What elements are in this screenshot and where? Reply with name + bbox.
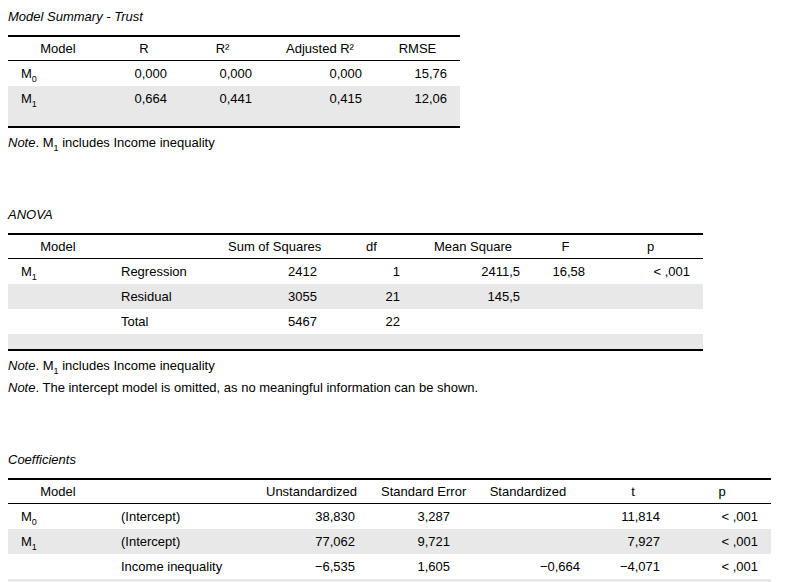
table-cell: 11,814 [593, 504, 673, 530]
table-cell: 9,721 [368, 529, 463, 554]
table-row: Residual305521145,5 [8, 284, 703, 309]
table-cell: (Intercept) [108, 529, 253, 554]
column-header: R [108, 36, 180, 61]
column-header: Model [8, 36, 108, 61]
table-cell: 145,5 [413, 284, 533, 309]
table-cell: 7,927 [593, 529, 673, 554]
column-header: Unstandardized [253, 479, 368, 504]
table-cell: 0,441 [180, 86, 265, 111]
column-header: df [330, 234, 413, 259]
table-cell: 0,664 [108, 86, 180, 111]
coefficients-table: Model UnstandardizedStandard ErrorStandar… [8, 478, 771, 582]
column-header: Standard Error [368, 479, 463, 504]
table-cell: < ,001 [673, 504, 771, 530]
column-header: p [673, 479, 771, 504]
table-cell: 12,06 [375, 86, 460, 111]
table-cell [598, 309, 703, 334]
anova-section: ANOVA Model Sum of SquaresdfMean SquareFp… [8, 207, 787, 395]
model-summary-title: Model Summary - Trust [8, 9, 787, 24]
header-row: Model UnstandardizedStandard ErrorStandar… [8, 479, 771, 504]
table-cell [413, 309, 533, 334]
column-header: RMSE [375, 36, 460, 61]
table-cell: 21 [330, 284, 413, 309]
table-cell: 0,000 [265, 61, 375, 87]
table-cell: 0,415 [265, 86, 375, 111]
table-cell: 16,58 [533, 259, 598, 285]
table-cell: < ,001 [673, 529, 771, 554]
table-cell: 2411,5 [413, 259, 533, 285]
table-cell: 38,830 [253, 504, 368, 530]
table-cell: −0,664 [463, 554, 593, 579]
table-row: M1Regression241212411,516,58< ,001 [8, 259, 703, 285]
column-header: Model [8, 234, 108, 259]
table-row: M00,0000,0000,00015,76 [8, 61, 460, 87]
anova-notes: Note. M1 includes Income inequality Note.… [8, 358, 787, 395]
model-label-cell: M0 [8, 504, 108, 530]
table-footer-strip [8, 334, 703, 350]
table-cell: 22 [330, 309, 413, 334]
table-note: Note. M1 includes Income inequality [8, 135, 787, 150]
table-row: M10,6640,4410,41512,06 [8, 86, 460, 111]
model-label-cell [8, 309, 108, 334]
table-cell: Income inequality [108, 554, 253, 579]
model-label-cell: M1 [8, 86, 108, 111]
table-row: M1(Intercept)77,0629,721 7,927< ,001 [8, 529, 771, 554]
table-cell: 15,76 [375, 61, 460, 87]
model-label-cell [8, 554, 108, 579]
model-label-cell: M1 [8, 259, 108, 285]
column-header: Standardized [463, 479, 593, 504]
table-cell: (Intercept) [108, 504, 253, 530]
column-header: Model [8, 479, 108, 504]
table-footer-strip [8, 111, 460, 127]
table-cell [463, 529, 593, 554]
table-cell: 5467 [215, 309, 330, 334]
column-header: t [593, 479, 673, 504]
table-cell [533, 309, 598, 334]
statistics-output-page: Model Summary - Trust ModelRR²Adjusted R… [0, 0, 787, 582]
column-header: Mean Square [413, 234, 533, 259]
column-header: Adjusted R² [265, 36, 375, 61]
table-note: Note. The intercept model is omitted, as… [8, 380, 787, 395]
table-note: Note. M1 includes Income inequality [8, 358, 787, 373]
table-cell: −6,535 [253, 554, 368, 579]
column-header: F [533, 234, 598, 259]
table-cell: −4,071 [593, 554, 673, 579]
column-header: R² [180, 36, 265, 61]
table-cell: < ,001 [673, 554, 771, 579]
model-label-cell: M0 [8, 61, 108, 87]
model-summary-section: Model Summary - Trust ModelRR²Adjusted R… [8, 9, 787, 150]
table-cell: 3,287 [368, 504, 463, 530]
table-cell: 3055 [215, 284, 330, 309]
table-cell: Total [108, 309, 215, 334]
anova-title: ANOVA [8, 207, 787, 222]
table-cell [463, 504, 593, 530]
table-cell: 0,000 [180, 61, 265, 87]
table-cell: 1,605 [368, 554, 463, 579]
table-cell: Residual [108, 284, 215, 309]
table-cell: 0,000 [108, 61, 180, 87]
table-cell [533, 284, 598, 309]
header-row: Model Sum of SquaresdfMean SquareFp [8, 234, 703, 259]
table-cell: 2412 [215, 259, 330, 285]
table-row: M0(Intercept)38,8303,287 11,814< ,001 [8, 504, 771, 530]
table-cell: Regression [108, 259, 215, 285]
coefficients-section: Coefficients ModelUnstandardizedStandard… [8, 452, 787, 582]
column-header [108, 234, 215, 259]
column-header [108, 479, 253, 504]
model-summary-notes: Note. M1 includes Income inequality [8, 135, 787, 150]
table-cell: 77,062 [253, 529, 368, 554]
table-cell [598, 284, 703, 309]
coefficients-title: Coefficients [8, 452, 787, 467]
table-row: Income inequality−6,5351,605−0,664−4,071… [8, 554, 771, 579]
model-summary-table: ModelRR²Adjusted R²RMSEM00,0000,0000,000… [8, 35, 460, 128]
header-row: ModelRR²Adjusted R²RMSE [8, 36, 460, 61]
column-header: p [598, 234, 703, 259]
model-label-cell [8, 284, 108, 309]
anova-table: ModelSum of SquaresdfMean SquareFpM1Regr… [8, 233, 703, 351]
column-header: Sum of Squares [215, 234, 330, 259]
model-label-cell: M1 [8, 529, 108, 554]
table-row: Total546722 [8, 309, 703, 334]
table-cell: < ,001 [598, 259, 703, 285]
table-cell: 1 [330, 259, 413, 285]
